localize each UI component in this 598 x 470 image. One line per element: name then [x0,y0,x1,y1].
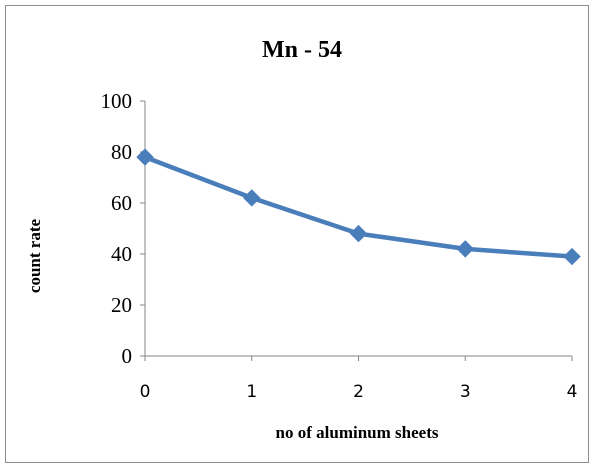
x-axis-label: no of aluminum sheets [276,423,439,442]
x-tick-label: 4 [567,382,578,402]
y-tick-label: 20 [111,293,132,317]
data-point-marker [349,224,368,243]
chart-area [5,5,589,463]
y-tick-label: 80 [111,140,132,164]
data-point-marker [456,240,474,258]
y-tick-label: 40 [111,242,132,266]
data-point-marker [563,247,581,266]
y-tick-label: 0 [122,344,133,368]
y-tick-label: 60 [111,191,132,215]
y-tick-label: 100 [101,89,133,113]
x-tick-label: 3 [460,382,471,402]
data-point-marker [243,189,261,207]
x-tick-label: 1 [246,382,257,402]
x-tick-label: 0 [140,382,151,402]
chart-title: Mn - 54 [262,37,342,63]
data-point-marker [136,148,154,166]
y-axis-label: count rate [25,218,44,293]
x-tick-label: 2 [353,382,364,402]
